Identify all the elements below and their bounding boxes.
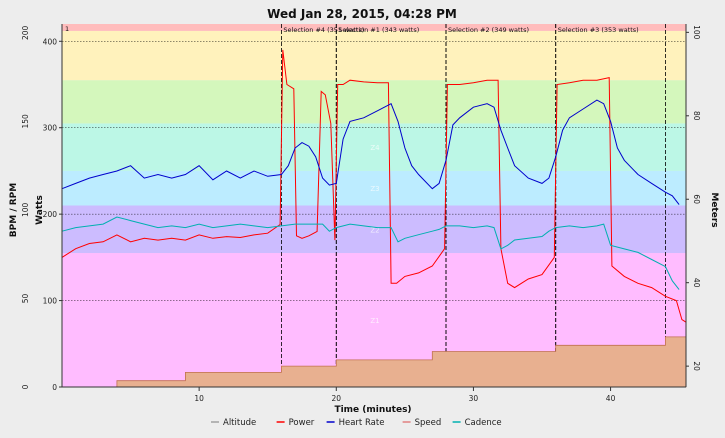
- gridlines: [62, 40, 686, 301]
- zone-band: [62, 24, 686, 31]
- series-heart-rate: [61, 99, 680, 205]
- meters-tick-label: 20: [692, 361, 701, 371]
- selections[interactable]: Selection #4 (351 watts)Selection #1 (34…: [281, 24, 666, 387]
- x-axis-label: Time (minutes): [334, 405, 411, 415]
- legend-label: Heart Rate: [339, 418, 385, 428]
- watts-tick-label: 100: [43, 297, 58, 306]
- series-cadence: [61, 216, 680, 290]
- selection-label[interactable]: Selection #4 (351 watts): [283, 26, 364, 34]
- bpm-tick-label: 100: [21, 203, 30, 218]
- selection-label[interactable]: Selection #1 (343 watts): [338, 26, 419, 34]
- zone-label: Z2: [370, 226, 379, 234]
- legend-item-speed: Speed: [402, 418, 442, 428]
- watts-tick-label: 200: [43, 210, 58, 219]
- zone-label: Z1: [370, 317, 379, 325]
- legend-item-heart-rate: Heart Rate: [326, 418, 385, 428]
- left-outer-axis-label: BPM / RPM: [9, 183, 19, 237]
- bpm-tick-label: 200: [21, 26, 30, 41]
- corner-label: 1: [65, 25, 69, 33]
- zone-band: [62, 123, 686, 171]
- x-tick-label: 30: [469, 394, 479, 403]
- chart-title: Wed Jan 28, 2015, 04:28 PM: [267, 7, 457, 21]
- x-tick-label: 10: [194, 394, 204, 403]
- right-axis-label: Meters: [709, 192, 719, 227]
- legend-item-power: Power: [276, 418, 315, 428]
- bpm-tick-label: 50: [21, 294, 30, 304]
- legend-label: Speed: [415, 418, 442, 428]
- zone-label: Z4: [370, 144, 380, 152]
- watts-tick-label: 0: [52, 383, 57, 392]
- zone-band: [62, 30, 686, 81]
- legend: Altitude Power Heart Rate Speed Cadence: [211, 418, 502, 428]
- x-tick-label: 40: [606, 394, 616, 403]
- left-inner-axis-label: Watts: [35, 195, 45, 225]
- legend-label: Cadence: [465, 418, 502, 428]
- zone-band: [62, 205, 686, 254]
- legend-label: Altitude: [223, 418, 256, 428]
- selection-label[interactable]: Selection #3 (353 watts): [558, 26, 639, 34]
- x-tick-label: 20: [332, 394, 342, 403]
- series-power: [61, 49, 687, 323]
- bpm-tick-label: 150: [21, 114, 30, 129]
- zone-band: [62, 80, 686, 124]
- bpm-tick-label: 0: [21, 384, 30, 389]
- watts-tick-label: 300: [43, 124, 58, 133]
- power-zones: Z1 Z2 Z3 Z4 1: [62, 24, 686, 387]
- zone-label: Z3: [370, 185, 379, 193]
- legend-item-altitude: Altitude: [211, 418, 256, 428]
- meters-tick-label: 80: [692, 111, 701, 121]
- legend-item-cadence: Cadence: [452, 418, 502, 428]
- meters-tick-label: 40: [692, 278, 701, 288]
- selection-label[interactable]: Selection #2 (349 watts): [448, 26, 529, 34]
- meters-tick-label: 60: [692, 194, 701, 204]
- series-altitude: [62, 336, 687, 388]
- legend-label: Power: [289, 418, 315, 428]
- axes: 10 20 30 4001002003004000501001502002040608…: [21, 24, 701, 403]
- data-series: [61, 49, 687, 388]
- watts-tick-label: 400: [43, 37, 58, 46]
- meters-tick-label: 100: [692, 25, 701, 40]
